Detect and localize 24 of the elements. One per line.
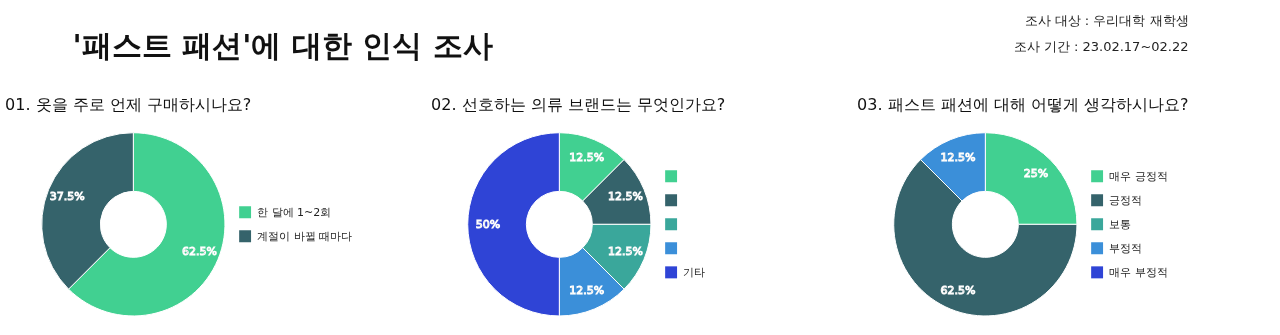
data-label: 62.5% <box>181 245 217 259</box>
chart-title: 03. 패스트 패션에 대해 어떻게 생각하시나요? <box>857 94 1189 114</box>
text: 조사 대상 : 우리대학 재학생 <box>1024 13 1189 28</box>
data-label: 12.5% <box>940 151 976 165</box>
data-label: 25% <box>1023 166 1049 180</box>
legend-label: 긍정적 <box>1109 193 1143 207</box>
chart-title: 01. 옷을 주로 언제 구매하시나요? <box>5 94 252 114</box>
legend-label: 보통 <box>1109 217 1132 231</box>
data-label: 37.5% <box>49 190 85 204</box>
data-label: 62.5% <box>940 284 976 298</box>
legend-label: 매우 긍정적 <box>1109 169 1168 183</box>
data-label: 12.5% <box>607 190 643 204</box>
data-label: 12.5% <box>607 245 643 259</box>
chart-title: 02. 선호하는 의류 브랜드는 무엇인가요? <box>431 94 726 114</box>
legend-label: 한 달에 1~2회 <box>257 205 332 219</box>
legend-label: 매우 부정적 <box>1109 265 1168 279</box>
text: '패스트 패션'에 대한 인식 조사 <box>72 28 493 63</box>
legend-label: 계절이 바뀔 때마다 <box>257 229 353 243</box>
data-label: 12.5% <box>569 151 605 165</box>
data-label: 50% <box>475 217 501 231</box>
text: 조사 기간 : 23.02.17~02.22 <box>1013 39 1189 54</box>
legend-label: 기타 <box>683 265 706 279</box>
data-label: 12.5% <box>569 284 605 298</box>
legend-label: 부정적 <box>1109 241 1143 255</box>
